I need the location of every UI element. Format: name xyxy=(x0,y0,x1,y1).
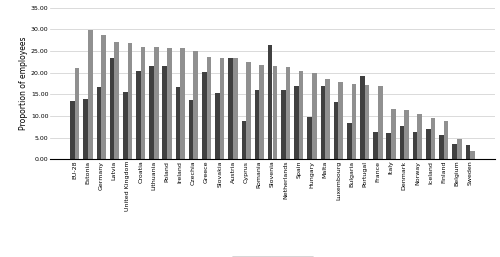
Bar xyxy=(136,70,140,159)
Bar xyxy=(167,48,172,159)
Y-axis label: Proportion of employees: Proportion of employees xyxy=(19,37,28,130)
Bar xyxy=(426,129,430,159)
Bar xyxy=(470,151,475,159)
Bar xyxy=(128,43,132,159)
Bar xyxy=(320,86,325,159)
Bar xyxy=(386,133,391,159)
Bar xyxy=(391,109,396,159)
Bar xyxy=(123,92,128,159)
Bar xyxy=(364,85,370,159)
Bar xyxy=(233,58,237,159)
Bar xyxy=(400,126,404,159)
Bar xyxy=(70,101,75,159)
Bar xyxy=(334,102,338,159)
Bar xyxy=(444,121,448,159)
Bar xyxy=(150,66,154,159)
Bar xyxy=(294,86,299,159)
Bar xyxy=(374,132,378,159)
Bar xyxy=(194,51,198,159)
Bar xyxy=(180,48,185,159)
Bar xyxy=(457,139,462,159)
Bar xyxy=(88,30,92,159)
Bar xyxy=(220,58,224,159)
Bar xyxy=(418,114,422,159)
Bar xyxy=(84,99,88,159)
Bar xyxy=(110,58,114,159)
Bar xyxy=(189,99,194,159)
Bar xyxy=(215,93,220,159)
Bar xyxy=(75,68,80,159)
Bar xyxy=(206,57,211,159)
Bar xyxy=(352,84,356,159)
Bar xyxy=(176,87,180,159)
Bar xyxy=(360,76,364,159)
Bar xyxy=(378,86,382,159)
Bar xyxy=(228,58,233,159)
Bar xyxy=(242,121,246,159)
Bar xyxy=(154,47,158,159)
Bar xyxy=(254,90,260,159)
Bar xyxy=(308,117,312,159)
Bar xyxy=(452,144,457,159)
Bar xyxy=(260,65,264,159)
Bar xyxy=(96,87,101,159)
Bar xyxy=(101,35,106,159)
Bar xyxy=(413,132,418,159)
Bar xyxy=(140,47,145,159)
Bar xyxy=(202,72,206,159)
Bar xyxy=(286,67,290,159)
Bar xyxy=(439,135,444,159)
Bar xyxy=(162,66,167,159)
Bar xyxy=(430,118,435,159)
Bar xyxy=(114,42,119,159)
Bar xyxy=(404,110,409,159)
Bar xyxy=(312,73,316,159)
Bar xyxy=(268,44,272,159)
Bar xyxy=(246,62,251,159)
Bar xyxy=(338,82,343,159)
Bar xyxy=(325,79,330,159)
Bar xyxy=(281,90,285,159)
Bar xyxy=(272,66,277,159)
Bar xyxy=(299,71,304,159)
Bar xyxy=(466,145,470,159)
Bar xyxy=(347,123,352,159)
